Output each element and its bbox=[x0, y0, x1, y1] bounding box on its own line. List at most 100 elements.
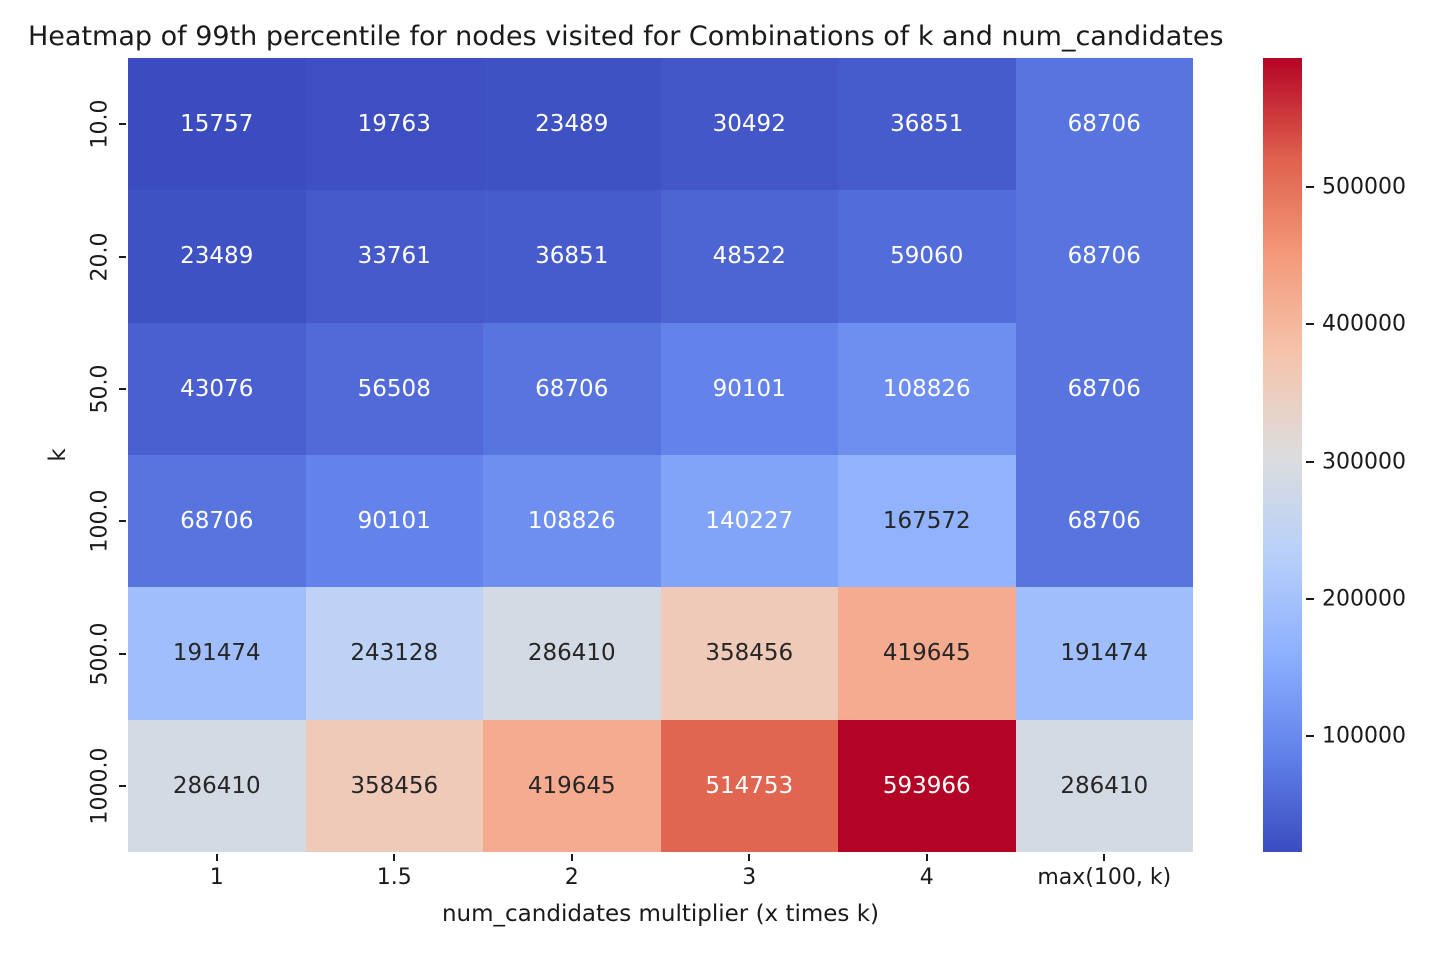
cell-value: 36851 bbox=[535, 243, 609, 270]
cell-value: 419645 bbox=[882, 640, 971, 667]
heatmap-cell: 140227 bbox=[660, 454, 838, 588]
heatmap-grid: 15757 19763 23489 30492 36851 68706 23489 33761… bbox=[128, 58, 1193, 852]
colorbar-tick-label: 100000 bbox=[1322, 723, 1406, 749]
heatmap-cell: 68706 bbox=[1015, 190, 1193, 323]
cell-value: 191474 bbox=[1060, 640, 1149, 667]
heatmap-cell: 358456 bbox=[305, 719, 483, 852]
cell-value: 286410 bbox=[172, 772, 261, 799]
x-tick-label: 4 bbox=[919, 865, 934, 890]
x-tick-label: max(100, k) bbox=[1037, 865, 1172, 890]
x-tick-label: 2 bbox=[564, 865, 579, 890]
x-axis-label: num_candidates multiplier (x times k) bbox=[441, 901, 880, 927]
heatmap-cell: 593966 bbox=[838, 719, 1016, 852]
colorbar-tick-label: 400000 bbox=[1322, 311, 1406, 337]
cell-value: 108826 bbox=[527, 508, 616, 535]
cell-value: 68706 bbox=[535, 375, 609, 402]
heatmap-cell: 59060 bbox=[838, 190, 1016, 323]
cell-value: 514753 bbox=[705, 772, 794, 799]
cell-value: 48522 bbox=[712, 243, 786, 270]
y-tick-mark bbox=[119, 255, 126, 258]
heatmap-cell: 419645 bbox=[838, 587, 1016, 720]
heatmap-cell: 286410 bbox=[128, 719, 306, 852]
x-tick-label: 3 bbox=[742, 865, 757, 890]
x-tick-mark bbox=[570, 854, 573, 861]
colorbar-tick-mark bbox=[1306, 597, 1314, 600]
x-tick-label: 1 bbox=[209, 865, 224, 890]
cell-value: 167572 bbox=[882, 508, 971, 535]
heatmap-cell: 56508 bbox=[305, 322, 483, 455]
heatmap-cell: 286410 bbox=[483, 587, 661, 720]
cell-value: 90101 bbox=[357, 508, 431, 535]
x-tick-mark bbox=[215, 854, 218, 861]
cell-value: 56508 bbox=[357, 375, 431, 402]
y-tick-mark bbox=[119, 520, 126, 523]
y-axis: 10.0 20.0 50.0 100.0 500.0 1000.0 bbox=[0, 58, 128, 852]
colorbar-tick-label: 200000 bbox=[1322, 586, 1406, 612]
heatmap-cell: 90101 bbox=[305, 454, 483, 588]
heatmap-cell: 358456 bbox=[660, 587, 838, 720]
heatmap-cell: 108826 bbox=[483, 454, 661, 588]
cell-value: 68706 bbox=[1067, 111, 1141, 138]
cell-value: 90101 bbox=[712, 375, 786, 402]
heatmap-cell: 48522 bbox=[660, 190, 838, 323]
chart-title: Heatmap of 99th percentile for nodes vis… bbox=[28, 21, 1224, 52]
y-axis-label: k bbox=[45, 448, 71, 462]
colorbar bbox=[1263, 58, 1302, 852]
cell-value: 68706 bbox=[1067, 243, 1141, 270]
cell-value: 68706 bbox=[1067, 375, 1141, 402]
cell-value: 68706 bbox=[1067, 508, 1141, 535]
cell-value: 243128 bbox=[350, 640, 439, 667]
y-tick-label: 500.0 bbox=[87, 622, 113, 685]
cell-value: 140227 bbox=[705, 508, 794, 535]
heatmap-cell: 243128 bbox=[305, 587, 483, 720]
heatmap-cell: 68706 bbox=[483, 322, 661, 455]
heatmap-cell: 108826 bbox=[838, 322, 1016, 455]
cell-value: 419645 bbox=[527, 772, 616, 799]
x-tick-mark bbox=[925, 854, 928, 861]
heatmap-cell: 167572 bbox=[838, 454, 1016, 588]
heatmap-cell: 68706 bbox=[1015, 58, 1193, 191]
heatmap-cell: 286410 bbox=[1015, 719, 1193, 852]
y-tick-label: 50.0 bbox=[87, 364, 113, 414]
y-tick-mark bbox=[119, 123, 126, 126]
cell-value: 23489 bbox=[535, 111, 609, 138]
y-tick-label: 100.0 bbox=[87, 489, 113, 553]
y-tick-label: 1000.0 bbox=[87, 747, 113, 825]
heatmap-cell: 36851 bbox=[483, 190, 661, 323]
x-tick-mark bbox=[393, 854, 396, 861]
x-axis: 1 1.5 2 3 4 max(100, k) bbox=[128, 852, 1193, 897]
x-tick-mark bbox=[1103, 854, 1106, 861]
cell-value: 15757 bbox=[180, 111, 254, 138]
cell-value: 358456 bbox=[350, 772, 439, 799]
y-tick-mark bbox=[119, 784, 126, 787]
heatmap-cell: 19763 bbox=[305, 58, 483, 191]
cell-value: 286410 bbox=[1060, 772, 1149, 799]
colorbar-tick-mark bbox=[1306, 323, 1314, 326]
heatmap-cell: 191474 bbox=[128, 587, 306, 720]
heatmap-cell: 15757 bbox=[128, 58, 306, 191]
cell-value: 593966 bbox=[882, 772, 971, 799]
cell-value: 36851 bbox=[890, 111, 964, 138]
cell-value: 19763 bbox=[357, 111, 431, 138]
y-tick-label: 20.0 bbox=[87, 232, 113, 281]
cell-value: 358456 bbox=[705, 640, 794, 667]
heatmap-cell: 68706 bbox=[1015, 322, 1193, 455]
y-tick-mark bbox=[119, 387, 126, 390]
cell-value: 23489 bbox=[180, 243, 254, 270]
y-tick-mark bbox=[119, 652, 126, 655]
x-tick-mark bbox=[748, 854, 751, 861]
heatmap-cell: 43076 bbox=[128, 322, 306, 455]
heatmap-cell: 90101 bbox=[660, 322, 838, 455]
x-tick-label: 1.5 bbox=[376, 865, 412, 890]
colorbar-ticks: 100000 200000 300000 400000 500000 bbox=[1306, 58, 1440, 852]
colorbar-tick-label: 300000 bbox=[1322, 449, 1406, 475]
colorbar-tick-mark bbox=[1306, 735, 1314, 738]
cell-value: 191474 bbox=[172, 640, 261, 667]
cell-value: 59060 bbox=[890, 243, 964, 270]
heatmap-cell: 33761 bbox=[305, 190, 483, 323]
heatmap-cell: 68706 bbox=[128, 454, 306, 588]
colorbar-tick-mark bbox=[1306, 460, 1314, 463]
heatmap-cell: 23489 bbox=[483, 58, 661, 191]
cell-value: 43076 bbox=[180, 375, 254, 402]
